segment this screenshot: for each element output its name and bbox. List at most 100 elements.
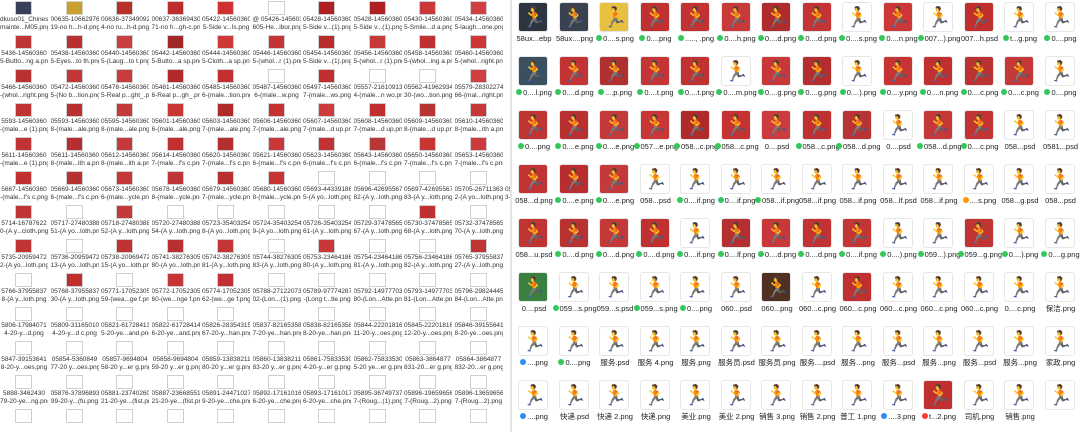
file-item[interactable]: 05844-22201816 11-20-y...oes.png bbox=[354, 306, 402, 340]
file-item[interactable]: 05744-38276305 83-(A y...loth.png bbox=[253, 238, 301, 272]
file-item[interactable]: 🏃 ....png bbox=[514, 378, 554, 424]
file-item[interactable]: 05610-14560360 8-(male...ith a.png bbox=[455, 102, 503, 136]
file-item[interactable]: 🏃 0....png bbox=[555, 324, 595, 370]
file-item[interactable]: 🏃 ....p.png bbox=[595, 54, 635, 100]
file-item[interactable]: 🏃 0....s.png bbox=[838, 0, 878, 46]
file-item[interactable]: 🏃 0....n.png bbox=[879, 0, 919, 46]
file-item[interactable]: 🏃 060...c.png bbox=[798, 270, 838, 316]
file-item[interactable]: 🏃 服务 4.png bbox=[636, 324, 676, 370]
file-item[interactable]: 05442-14560360 5-Butto...a sp.png bbox=[152, 34, 200, 68]
file-item[interactable]: 05693-44339186 5-(A yo...loth.png bbox=[303, 170, 351, 204]
file-item[interactable]: 05771-17052305 59-(wea...ge f.png bbox=[101, 272, 149, 306]
file-item[interactable]: 05460-14560360 5-(whol...right.png bbox=[455, 34, 503, 68]
file-item[interactable]: 05487-14560360 6-(male...w.png bbox=[253, 68, 301, 102]
file-item[interactable]: 00635-10662976 19-no h...h-d.png bbox=[51, 0, 99, 34]
file-item[interactable]: 5806-17984071 4-20-y...d.png bbox=[1, 306, 47, 340]
file-item[interactable]: 🏃 0....if.png bbox=[676, 216, 716, 262]
file-item[interactable]: 5593-14560360 -(male...e (1).png bbox=[0, 102, 48, 136]
file-item[interactable]: 05732-37478565 70-(A y...loth.png bbox=[455, 204, 503, 238]
file-item[interactable]: 05896-19659656 7-(Roug...2).png bbox=[404, 374, 452, 408]
file-item[interactable]: 🏃 销售 3.png bbox=[757, 378, 797, 424]
file-item[interactable]: 🏃 0....g.png bbox=[798, 54, 838, 100]
file-item[interactable]: 🏃 0....).png bbox=[838, 54, 878, 100]
file-item[interactable]: 05679-14560360 7-(male...ycle.png bbox=[202, 170, 250, 204]
file-item[interactable]: 05809-31165010 4-20-y...d c.png bbox=[51, 306, 99, 340]
file-item[interactable]: 05579-28302274 66-(mal...right.png bbox=[455, 68, 503, 102]
file-item[interactable]: 🏃 0....l.png bbox=[514, 54, 554, 100]
file-item[interactable]: 🏃 0....n.png bbox=[919, 54, 959, 100]
file-item[interactable]: 🏃 服务员.png bbox=[757, 324, 797, 370]
file-item[interactable]: 🏃 007...h.psd bbox=[960, 0, 1000, 46]
file-item[interactable]: 🏃 058...psd bbox=[1000, 108, 1040, 154]
file-item[interactable]: 05736-20959472 13-(A yo...loth.png bbox=[51, 238, 99, 272]
file-item[interactable]: 05724-35403254 9-(A yo...loth.png bbox=[253, 204, 301, 238]
file-item[interactable]: 🏃 普工 1.png bbox=[838, 378, 878, 424]
file-item[interactable]: 05753-23464186 80-(A y...loth.png bbox=[303, 238, 351, 272]
file-item[interactable]: 05821-61728413 5-20-ye...and.png bbox=[101, 306, 149, 340]
file-item[interactable]: 05826-28354315 67-20-y...han.png bbox=[202, 306, 250, 340]
file-item[interactable]: 5667-14560360 -(male...f's c.png bbox=[0, 170, 48, 204]
file-item[interactable]: 05895-36749737 7-(Roug...(1).png bbox=[354, 374, 402, 408]
file-item[interactable]: 05653-14560360 7-(male...f's c.png bbox=[455, 136, 503, 170]
file-item[interactable]: 🏃 059...s.png bbox=[633, 270, 678, 316]
file-item[interactable]: 🏃 快递.psd bbox=[555, 378, 595, 424]
file-item[interactable]: 🏃 0....e.png bbox=[555, 108, 595, 154]
file-item[interactable]: 05620-14560360 7-(male...f's c.png bbox=[202, 136, 250, 170]
file-item[interactable]: 05606-14560360 7-(male...ale.png bbox=[253, 102, 301, 136]
file-item[interactable]: 05669-14560360 6-(male...f's c.png bbox=[51, 170, 99, 204]
file-item[interactable]: 05430-14560360 5-Smile...d a.png bbox=[404, 0, 452, 34]
file-item[interactable]: 05854-5360849 77-20 y...oes.png bbox=[51, 340, 99, 374]
file-item[interactable]: 05621-14560360 6-(male...f's c.png bbox=[253, 136, 301, 170]
file-item[interactable]: 🏃 007...).png bbox=[917, 0, 960, 46]
file-item[interactable]: 🏃 服务...png bbox=[1000, 324, 1040, 370]
file-item[interactable]: 🏃 0....c.png bbox=[960, 54, 1000, 100]
file-item[interactable]: 🏃 0....png bbox=[514, 108, 554, 154]
file-item[interactable]: 🏃 服务.psd bbox=[595, 324, 635, 370]
file-item[interactable]: 🏃 保洁.png bbox=[1041, 270, 1080, 316]
file-item[interactable]: 🏃 0....d.png bbox=[595, 216, 635, 262]
file-item[interactable]: 05614-14560360 7-(male...f's c.png bbox=[152, 136, 200, 170]
file-item[interactable]: 🏃 0....d.png bbox=[555, 216, 595, 262]
file-item[interactable]: 🏃 快递.png bbox=[636, 378, 676, 424]
file-item[interactable]: 🏃 58ux....png bbox=[555, 0, 595, 46]
file-item[interactable]: 🏃 0....psd bbox=[879, 108, 919, 154]
file-item[interactable]: 05723-35403254 8-(A yo...loth.png bbox=[202, 204, 250, 238]
file-item[interactable]: 05863-3864877 831-20...er g.png bbox=[404, 340, 452, 374]
file-item[interactable]: 5766-37955837 8-(A y...loth.png bbox=[1, 272, 47, 306]
file-item[interactable]: 05772-17052305 60-(we...nge f.png bbox=[152, 272, 200, 306]
file-item[interactable]: 🏃 美业 2.png bbox=[717, 378, 757, 424]
file-item[interactable]: 🏃 058...if.png bbox=[755, 162, 799, 208]
file-item[interactable]: 05673-14560360 6-(male...ycle.png bbox=[101, 170, 149, 204]
file-item[interactable]: 🏃 059...).png bbox=[917, 216, 960, 262]
file-item[interactable]: 🏃 0....d.png bbox=[636, 216, 676, 262]
file-item[interactable]: 05837-82165358 7-20-ye...han.png bbox=[253, 306, 301, 340]
file-item[interactable]: 🏃 058...d.png bbox=[917, 108, 961, 154]
file-item[interactable] bbox=[53, 408, 97, 432]
file-item[interactable]: 🏃 0....if.png bbox=[676, 162, 716, 208]
file-item[interactable]: 05422-14560360 5-Side v...Is.png bbox=[202, 0, 250, 34]
file-item[interactable]: 5847-39153641 8-20-y...oes.png bbox=[1, 340, 47, 374]
file-item[interactable] bbox=[255, 408, 299, 432]
file-item[interactable]: 05822-61728414 6-20-ye...and.png bbox=[152, 306, 200, 340]
file-item[interactable]: 🏃 058...c.png bbox=[714, 108, 759, 154]
file-item[interactable]: 05438-14560360 5-Eyes...to th.png bbox=[51, 34, 99, 68]
file-item[interactable]: 05796-29824445 84-(Lon...Atte.png bbox=[455, 272, 503, 306]
file-item[interactable]: 🏃 快递 2.png bbox=[595, 378, 635, 424]
file-item[interactable]: 🏃 0....d.png bbox=[798, 0, 838, 46]
file-item[interactable]: 05845-22201816 12-20-y...oes.png bbox=[404, 306, 452, 340]
file-item[interactable]: 🏃 0....d.png bbox=[757, 216, 797, 262]
file-item[interactable]: 05741-38276305 80-(A yo...loth.png bbox=[152, 238, 200, 272]
file-item[interactable] bbox=[154, 408, 198, 432]
file-item[interactable]: 🏃 58ux...ebp bbox=[514, 0, 554, 46]
file-item[interactable]: 5611-14560360 -(male...e (1).png bbox=[0, 136, 48, 170]
file-item[interactable]: 05720-27480388 54-(A y...loth.png bbox=[152, 204, 200, 238]
file-item[interactable]: 🏃 ....png bbox=[514, 324, 554, 370]
file-item[interactable]: 🏃 0....e.png bbox=[555, 162, 595, 208]
file-item[interactable]: 🏃 059...s.png bbox=[552, 270, 597, 316]
file-item[interactable]: 05846-39155641 8-20-ye...oes.png bbox=[455, 306, 503, 340]
